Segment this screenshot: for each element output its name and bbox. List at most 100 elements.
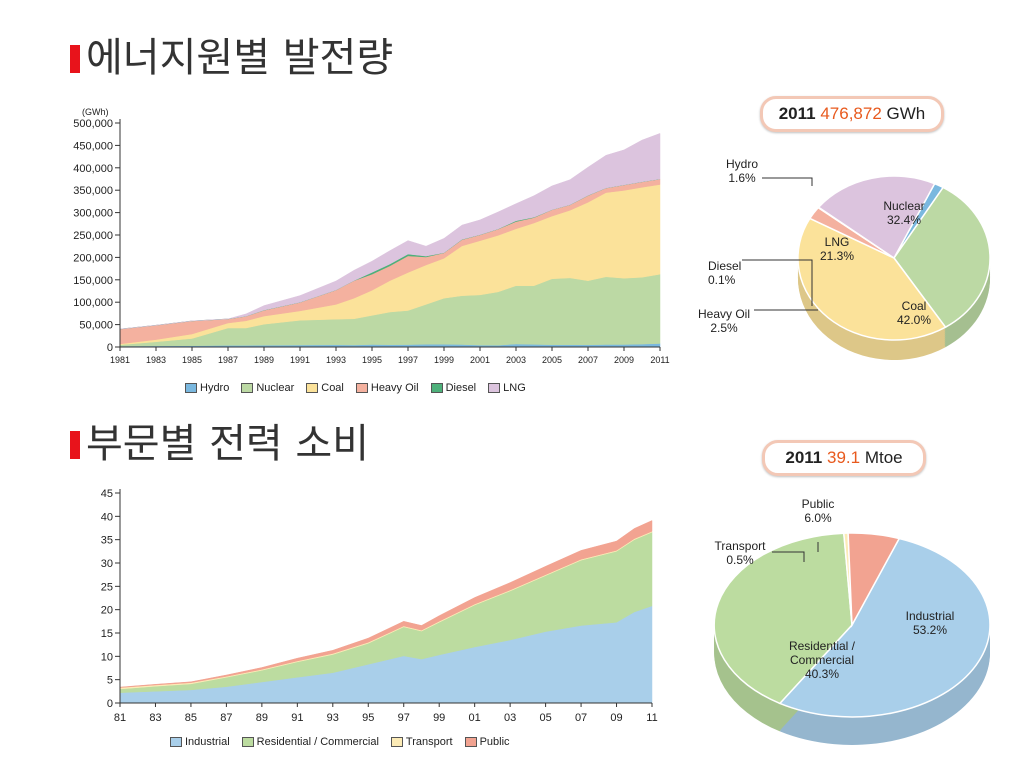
y-tick-label: 25 xyxy=(101,581,113,593)
badge-year: 2011 xyxy=(785,448,823,467)
section-title-generation-text: 에너지원별 발전량 xyxy=(86,35,394,81)
pie-value-industrial: 53.2% xyxy=(913,623,947,637)
generation-area-chart: 0 50,000 100,000 150,000 200,000 250,000 300,0… xyxy=(73,107,669,365)
legend-swatch xyxy=(488,383,501,393)
x-tick-label: 2005 xyxy=(542,355,562,365)
legend-label: Hydro xyxy=(200,382,230,394)
x-tick-label: 2003 xyxy=(506,355,526,365)
generation-total-badge: 2011 476,872 GWh xyxy=(760,96,944,132)
pie-label-coal: Coal xyxy=(902,299,927,313)
pie-slice-residential-commercial xyxy=(713,532,853,705)
consumption-legend: Industrial Residential / Commercial Transp… xyxy=(170,736,522,748)
legend-item-residential-commercial: Residential / Commercial xyxy=(241,736,379,748)
y-tick-label: 150,000 xyxy=(73,275,113,287)
pie-label-lng: LNG xyxy=(825,235,850,249)
badge-value: 476,872 xyxy=(820,104,882,123)
x-tick-label: 03 xyxy=(504,712,516,724)
y-tick-label: 30 xyxy=(101,558,113,570)
x-tick-label: 2001 xyxy=(470,355,490,365)
x-tick-label: 85 xyxy=(185,712,197,724)
legend-item-heavy-oil: Heavy Oil xyxy=(355,382,419,394)
legend-label: Diesel xyxy=(445,382,477,394)
pie-value-lng: 21.3% xyxy=(820,249,854,263)
x-tick-label: 1987 xyxy=(218,355,238,365)
x-tick-label: 01 xyxy=(469,712,481,724)
pie-label-industrial: Industrial xyxy=(906,609,955,623)
pie-value-nuclear: 32.4% xyxy=(887,213,921,227)
legend-label: Residential / Commercial xyxy=(256,736,379,748)
legend-label: Nuclear xyxy=(256,382,295,394)
x-tick-label: 89 xyxy=(256,712,268,724)
x-tick-label: 83 xyxy=(149,712,161,724)
pie-value-coal: 42.0% xyxy=(897,313,931,327)
legend-swatch xyxy=(170,737,182,747)
pie-label-public: Public xyxy=(802,497,835,511)
generation-legend: Hydro Nuclear Coal Heavy Oil Diesel LNG xyxy=(185,382,538,394)
legend-item-lng: LNG xyxy=(488,382,526,394)
legend-swatch xyxy=(390,737,403,747)
badge-unit: GWh xyxy=(886,104,926,123)
pie-value-hydro: 1.6% xyxy=(728,171,756,185)
legend-item-hydro: Hydro xyxy=(185,382,229,394)
y-tick-label: 250,000 xyxy=(73,230,113,242)
x-tick-label: 2011 xyxy=(650,355,669,365)
y-tick-label: 0 xyxy=(107,342,113,354)
legend-swatch xyxy=(355,383,368,393)
y-tick-label: 350,000 xyxy=(73,185,113,197)
x-tick-label: 91 xyxy=(291,712,303,724)
x-tick-label: 11 xyxy=(646,712,657,724)
legend-item-diesel: Diesel xyxy=(430,382,477,394)
y-tick-label: 10 xyxy=(101,651,113,663)
y-tick-label: 0 xyxy=(107,698,113,710)
legend-item-transport: Transport xyxy=(390,736,453,748)
x-tick-label: 1999 xyxy=(434,355,454,365)
legend-item-industrial: Industrial xyxy=(170,736,230,748)
pie-value-public: 6.0% xyxy=(804,511,832,525)
pie-slice-lng xyxy=(817,175,936,260)
pie-label-residential-commercial: Residential / xyxy=(789,639,856,653)
x-tick-label: 1981 xyxy=(110,355,130,365)
y-axis-unit-label: (GWh) xyxy=(82,107,109,117)
consumption-total-badge: 2011 39.1 Mtoe xyxy=(762,440,926,476)
pie-slice-public xyxy=(847,532,901,628)
badge-unit: Mtoe xyxy=(864,448,903,467)
leader-line-diesel xyxy=(742,259,813,306)
x-tick-label: 05 xyxy=(539,712,551,724)
y-tick-label: 450,000 xyxy=(73,140,113,152)
x-tick-label: 97 xyxy=(398,712,410,724)
x-tick-label: 2009 xyxy=(614,355,634,365)
legend-label: Industrial xyxy=(185,736,230,748)
legend-label: Transport xyxy=(405,736,453,748)
legend-label: Heavy Oil xyxy=(370,382,419,394)
x-tick-label: 95 xyxy=(362,712,374,724)
x-tick-label: 09 xyxy=(610,712,622,724)
x-tick-label: 1991 xyxy=(290,355,310,365)
y-tick-label: 40 xyxy=(101,511,113,523)
pie-label-nuclear: Nuclear xyxy=(883,199,924,213)
pie-value-transport: 0.5% xyxy=(726,553,754,567)
pie-value-residential-commercial: 40.3% xyxy=(805,667,839,681)
badge-year: 2011 xyxy=(778,104,816,123)
y-tick-label: 200,000 xyxy=(73,252,113,264)
pie-label-transport: Transport xyxy=(715,539,767,553)
pie-value-diesel: 0.1% xyxy=(708,273,736,287)
x-tick-label: 1993 xyxy=(326,355,346,365)
x-tick-label: 87 xyxy=(220,712,232,724)
legend-swatch xyxy=(241,383,254,393)
pie-label-residential-commercial: Commercial xyxy=(790,653,854,667)
legend-item-nuclear: Nuclear xyxy=(241,382,294,394)
pie-slice-industrial xyxy=(778,537,991,718)
x-tick-label: 1997 xyxy=(398,355,418,365)
y-tick-label: 50,000 xyxy=(79,320,113,332)
leader-line-hydro xyxy=(762,177,813,186)
legend-label: LNG xyxy=(503,382,526,394)
section-title-consumption: 부문별 전력 소비 xyxy=(70,424,369,464)
legend-swatch xyxy=(306,383,319,393)
x-tick-label: 1985 xyxy=(182,355,202,365)
legend-item-public: Public xyxy=(464,736,510,748)
x-tick-label: 2007 xyxy=(578,355,598,365)
x-tick-label: 99 xyxy=(433,712,445,724)
section-title-generation: 에너지원별 발전량 xyxy=(70,38,393,78)
